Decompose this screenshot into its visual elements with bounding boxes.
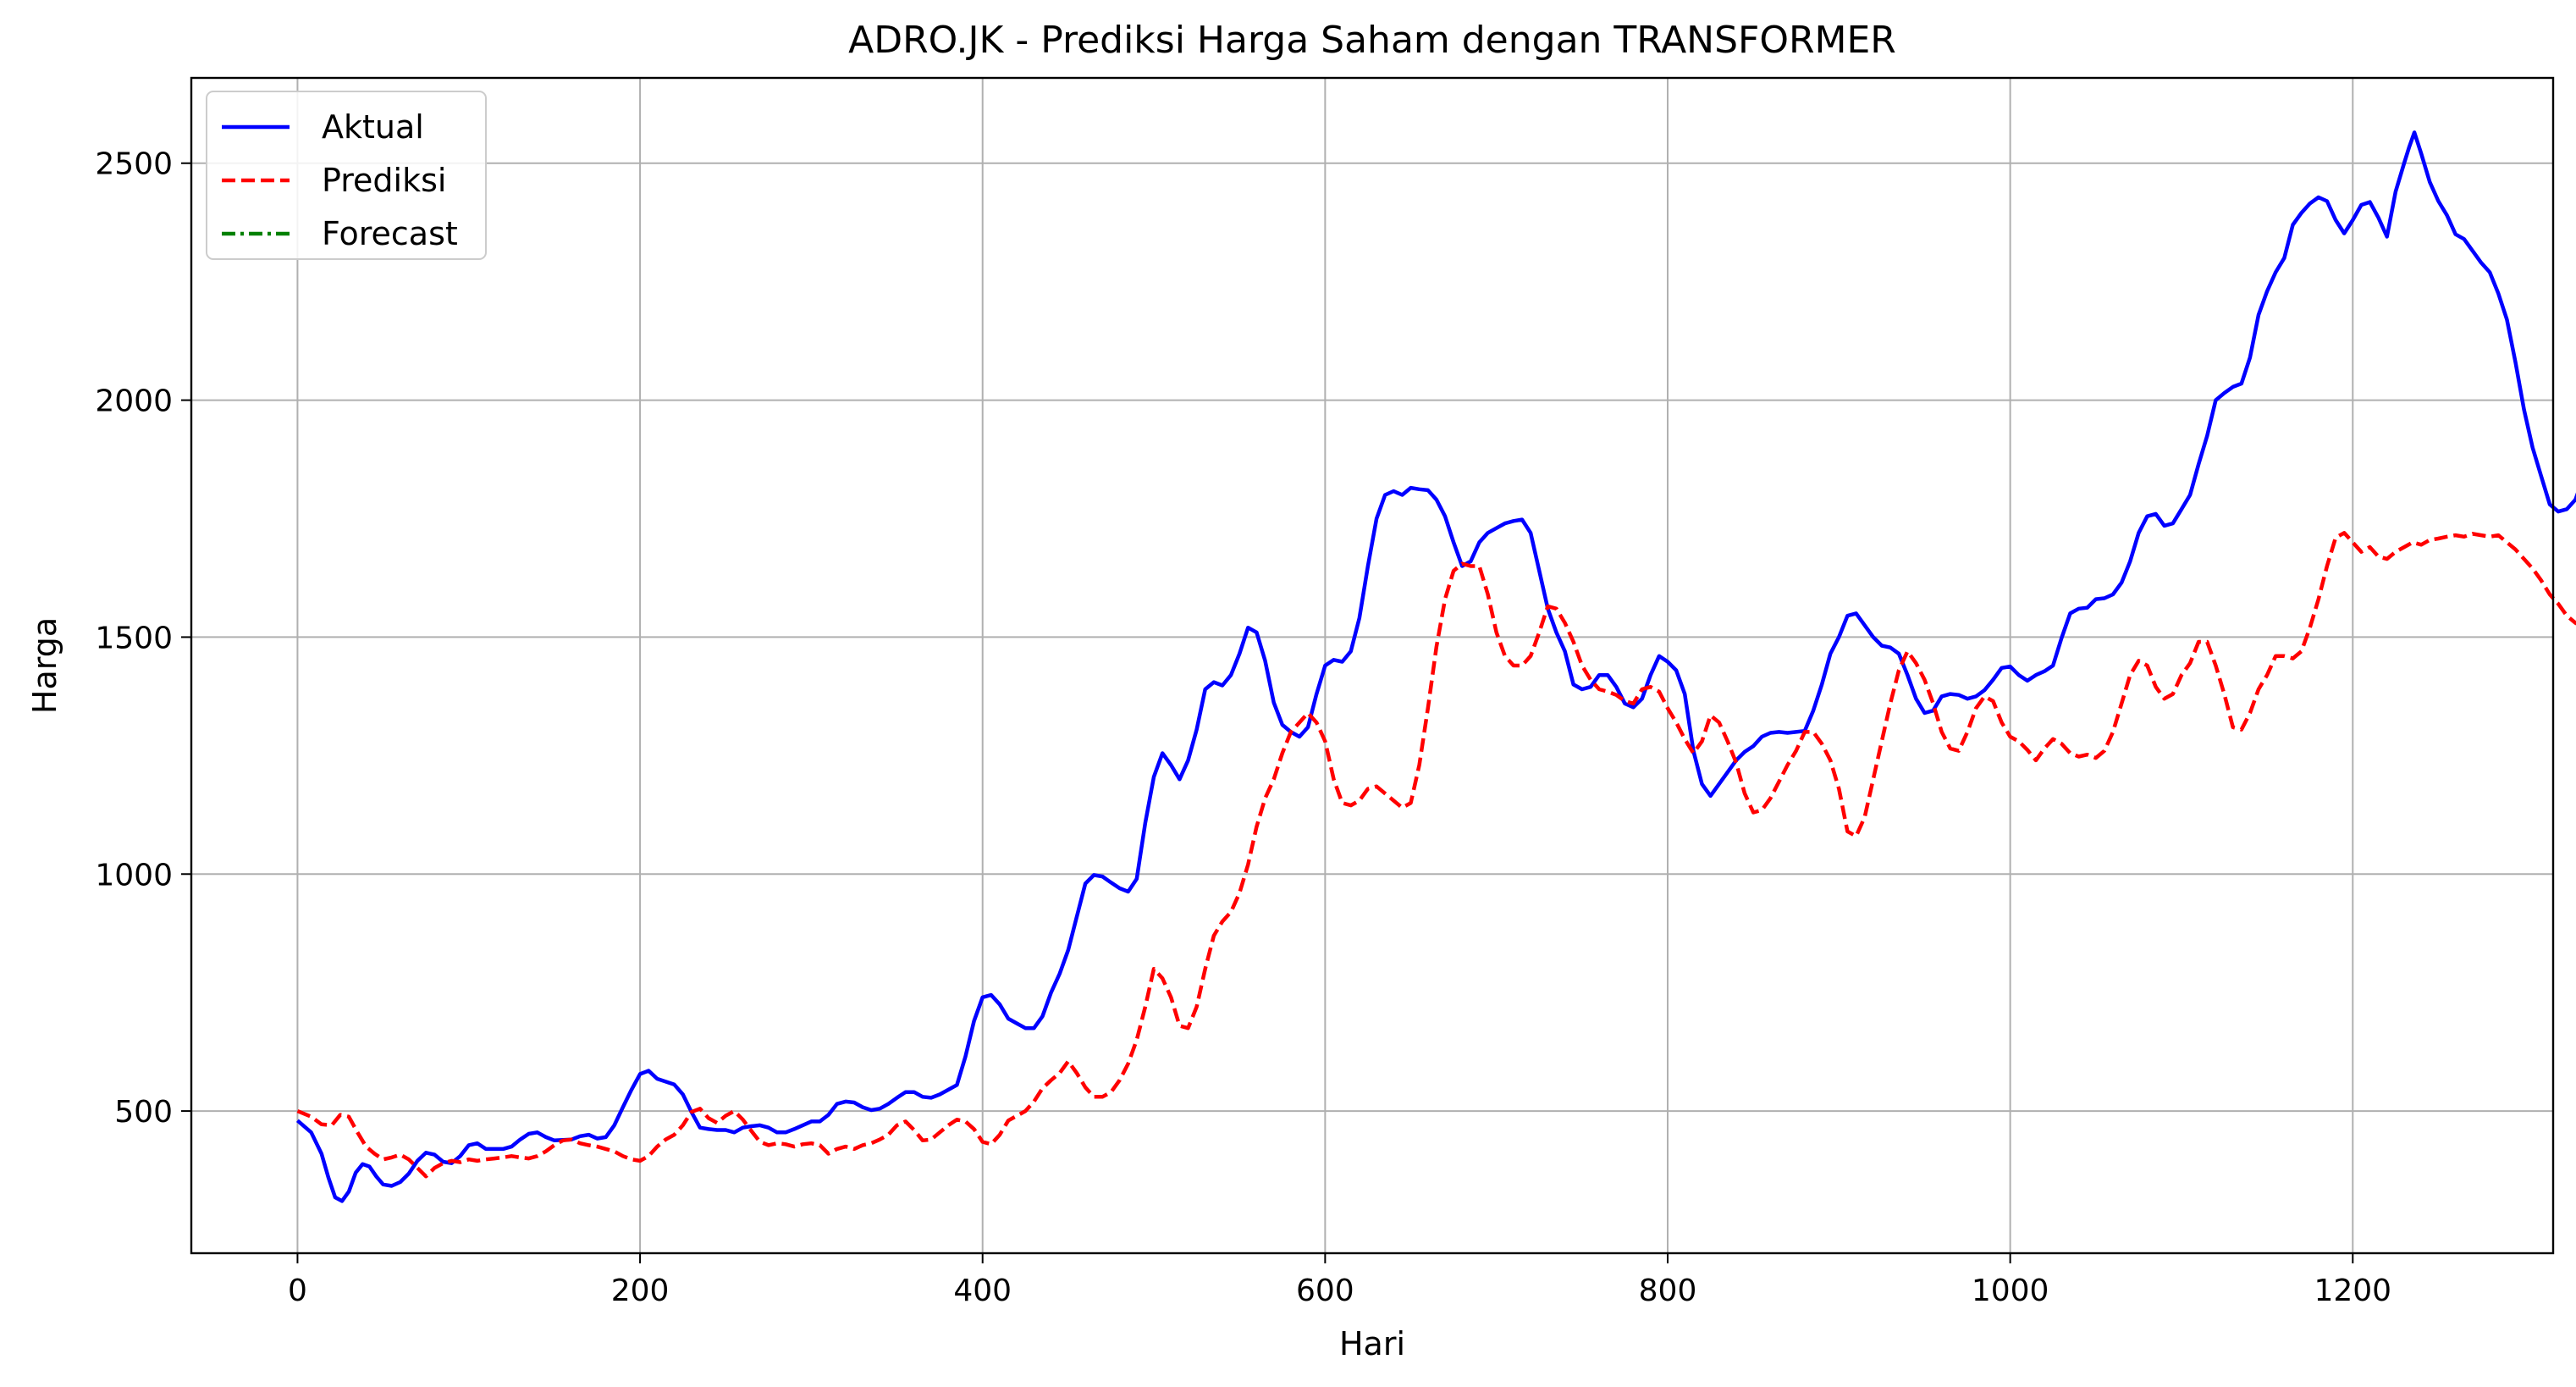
x-tick-label: 800 [1639,1274,1697,1308]
legend: Aktual Prediksi Forecast [206,91,487,260]
x-tick-label: 200 [611,1274,670,1308]
x-tick-label: 600 [1296,1274,1354,1308]
y-tick-label: 2500 [95,147,173,182]
series-lines [295,130,2576,1203]
x-tick-label: 400 [953,1274,1012,1308]
y-tick-label: 500 [114,1095,173,1130]
y-tick-label: 2000 [95,384,173,419]
x-tick-label: 1200 [2314,1274,2391,1308]
series-line-prediksi [296,531,2576,1179]
plot-frame [190,76,2555,1255]
grid [191,78,2553,1253]
y-axis-label: Harga [26,617,63,714]
x-tick-label: 0 [288,1274,307,1308]
y-tick-label: 1000 [95,858,173,892]
axis-ticks: 0 200 400 600 800 1000 1200 500 1000 1500 2000 2500 [95,147,2391,1308]
legend-box [206,91,487,260]
legend-label-prediksi: Prediksi [322,162,446,199]
y-tick-label: 1500 [95,621,173,655]
x-tick-label: 1000 [1972,1274,2049,1308]
x-axis-label: Hari [1339,1325,1405,1362]
legend-label-aktual: Aktual [322,108,424,146]
legend-label-forecast: Forecast [322,215,458,252]
chart-title: ADRO.JK - Prediksi Harga Saham dengan TR… [848,19,1896,62]
series-line-aktual [295,130,2576,1203]
